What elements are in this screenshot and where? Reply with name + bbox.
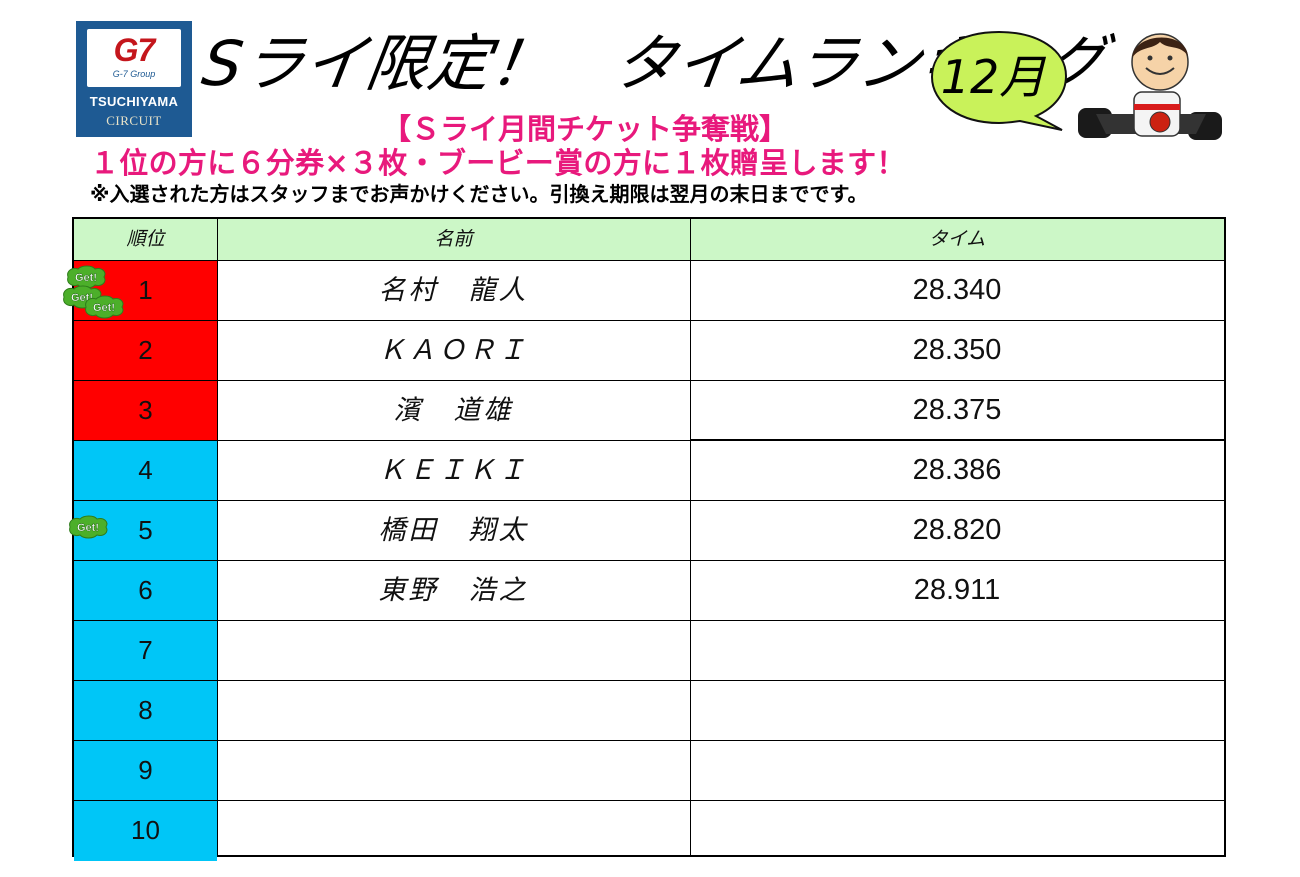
get-badge-icon: Get! xyxy=(69,515,108,539)
header-name: 名前 xyxy=(217,219,690,261)
table-row: 9 xyxy=(74,741,1224,801)
table-row: 8 xyxy=(74,681,1224,741)
table-row: 7 xyxy=(74,621,1224,681)
get-badge-label: Get! xyxy=(93,302,115,314)
logo-brand: G7 xyxy=(113,32,156,68)
get-badge-label: Get! xyxy=(77,522,99,534)
table-row: 4 ＫＥＩＫＩ 28.386 xyxy=(74,441,1224,501)
name-cell: ＫＥＩＫＩ xyxy=(217,441,690,501)
header-rank: 順位 xyxy=(74,219,217,261)
time-cell: 28.375 xyxy=(690,381,1224,441)
logo-group: G-7 Group xyxy=(112,69,156,79)
rank-cell: 9 xyxy=(74,741,217,801)
rank-cell: 2 xyxy=(74,321,217,381)
column-divider xyxy=(690,219,691,855)
rank-cell: 7 xyxy=(74,621,217,681)
time-cell: 28.350 xyxy=(690,321,1224,381)
month-label: 12月 xyxy=(940,50,1046,104)
name-cell: 濱 道雄 xyxy=(217,381,690,441)
ranking-table: 順位 名前 タイム 1 名村 龍人 28.340 2 ＫＡＯＲＩ 28.350 3 濱 道雄 2… xyxy=(63,217,1226,861)
table-row: 2 ＫＡＯＲＩ 28.350 xyxy=(74,321,1224,381)
rank-cell: 3 xyxy=(74,381,217,441)
table-row: 6 東野 浩之 28.911 xyxy=(74,561,1224,621)
time-cell xyxy=(690,621,1224,681)
column-divider xyxy=(217,219,218,855)
tsuchiyama-circuit-logo: G7 G-7 Group TSUCHIYAMA CIRCUIT xyxy=(76,21,192,137)
speech-bubble-icon xyxy=(930,30,1068,131)
name-cell: 東野 浩之 xyxy=(217,561,690,621)
table-row: 1 名村 龍人 28.340 xyxy=(74,261,1224,321)
get-badge-icon: Get! xyxy=(67,265,106,289)
prize-description: １位の方に６分券×３枚・ブービー賞の方に１枚贈呈します！ xyxy=(90,146,906,180)
time-cell: 28.340 xyxy=(690,261,1224,321)
name-cell xyxy=(217,741,690,801)
time-cell: 28.911 xyxy=(690,561,1224,621)
logo-line1: TSUCHIYAMA xyxy=(89,94,179,109)
driver-mascot-icon xyxy=(1078,33,1222,140)
time-cell: 28.820 xyxy=(690,501,1224,561)
rank-cell: 4 xyxy=(74,441,217,501)
name-cell xyxy=(217,621,690,681)
name-cell: 名村 龍人 xyxy=(217,261,690,321)
get-badge-icon: Get! xyxy=(85,295,124,319)
name-cell: 橋田 翔太 xyxy=(217,501,690,561)
name-cell xyxy=(217,801,690,861)
name-cell xyxy=(217,681,690,741)
time-cell xyxy=(690,681,1224,741)
time-cell xyxy=(690,801,1224,861)
time-cell xyxy=(690,741,1224,801)
logo-line2: CIRCUIT xyxy=(106,113,162,128)
table-row: 5 橋田 翔太 28.820 xyxy=(74,501,1224,561)
name-cell: ＫＡＯＲＩ xyxy=(217,321,690,381)
table-row: 10 xyxy=(74,801,1224,861)
header-time: タイム xyxy=(690,219,1224,261)
redemption-note: ※入選された方はスタッフまでお声かけください。引換え期限は翌月の末日までです。 xyxy=(90,182,868,206)
get-badge-label: Get! xyxy=(75,272,97,284)
rank-cell: 10 xyxy=(74,801,217,861)
rank-cell: 6 xyxy=(74,561,217,621)
campaign-subtitle: 【Ｓライ月間チケット争奪戦】 xyxy=(382,112,789,146)
time-cell: 28.386 xyxy=(690,441,1224,501)
logo-badge: G7 G-7 Group xyxy=(87,29,181,87)
rank-cell: 8 xyxy=(74,681,217,741)
